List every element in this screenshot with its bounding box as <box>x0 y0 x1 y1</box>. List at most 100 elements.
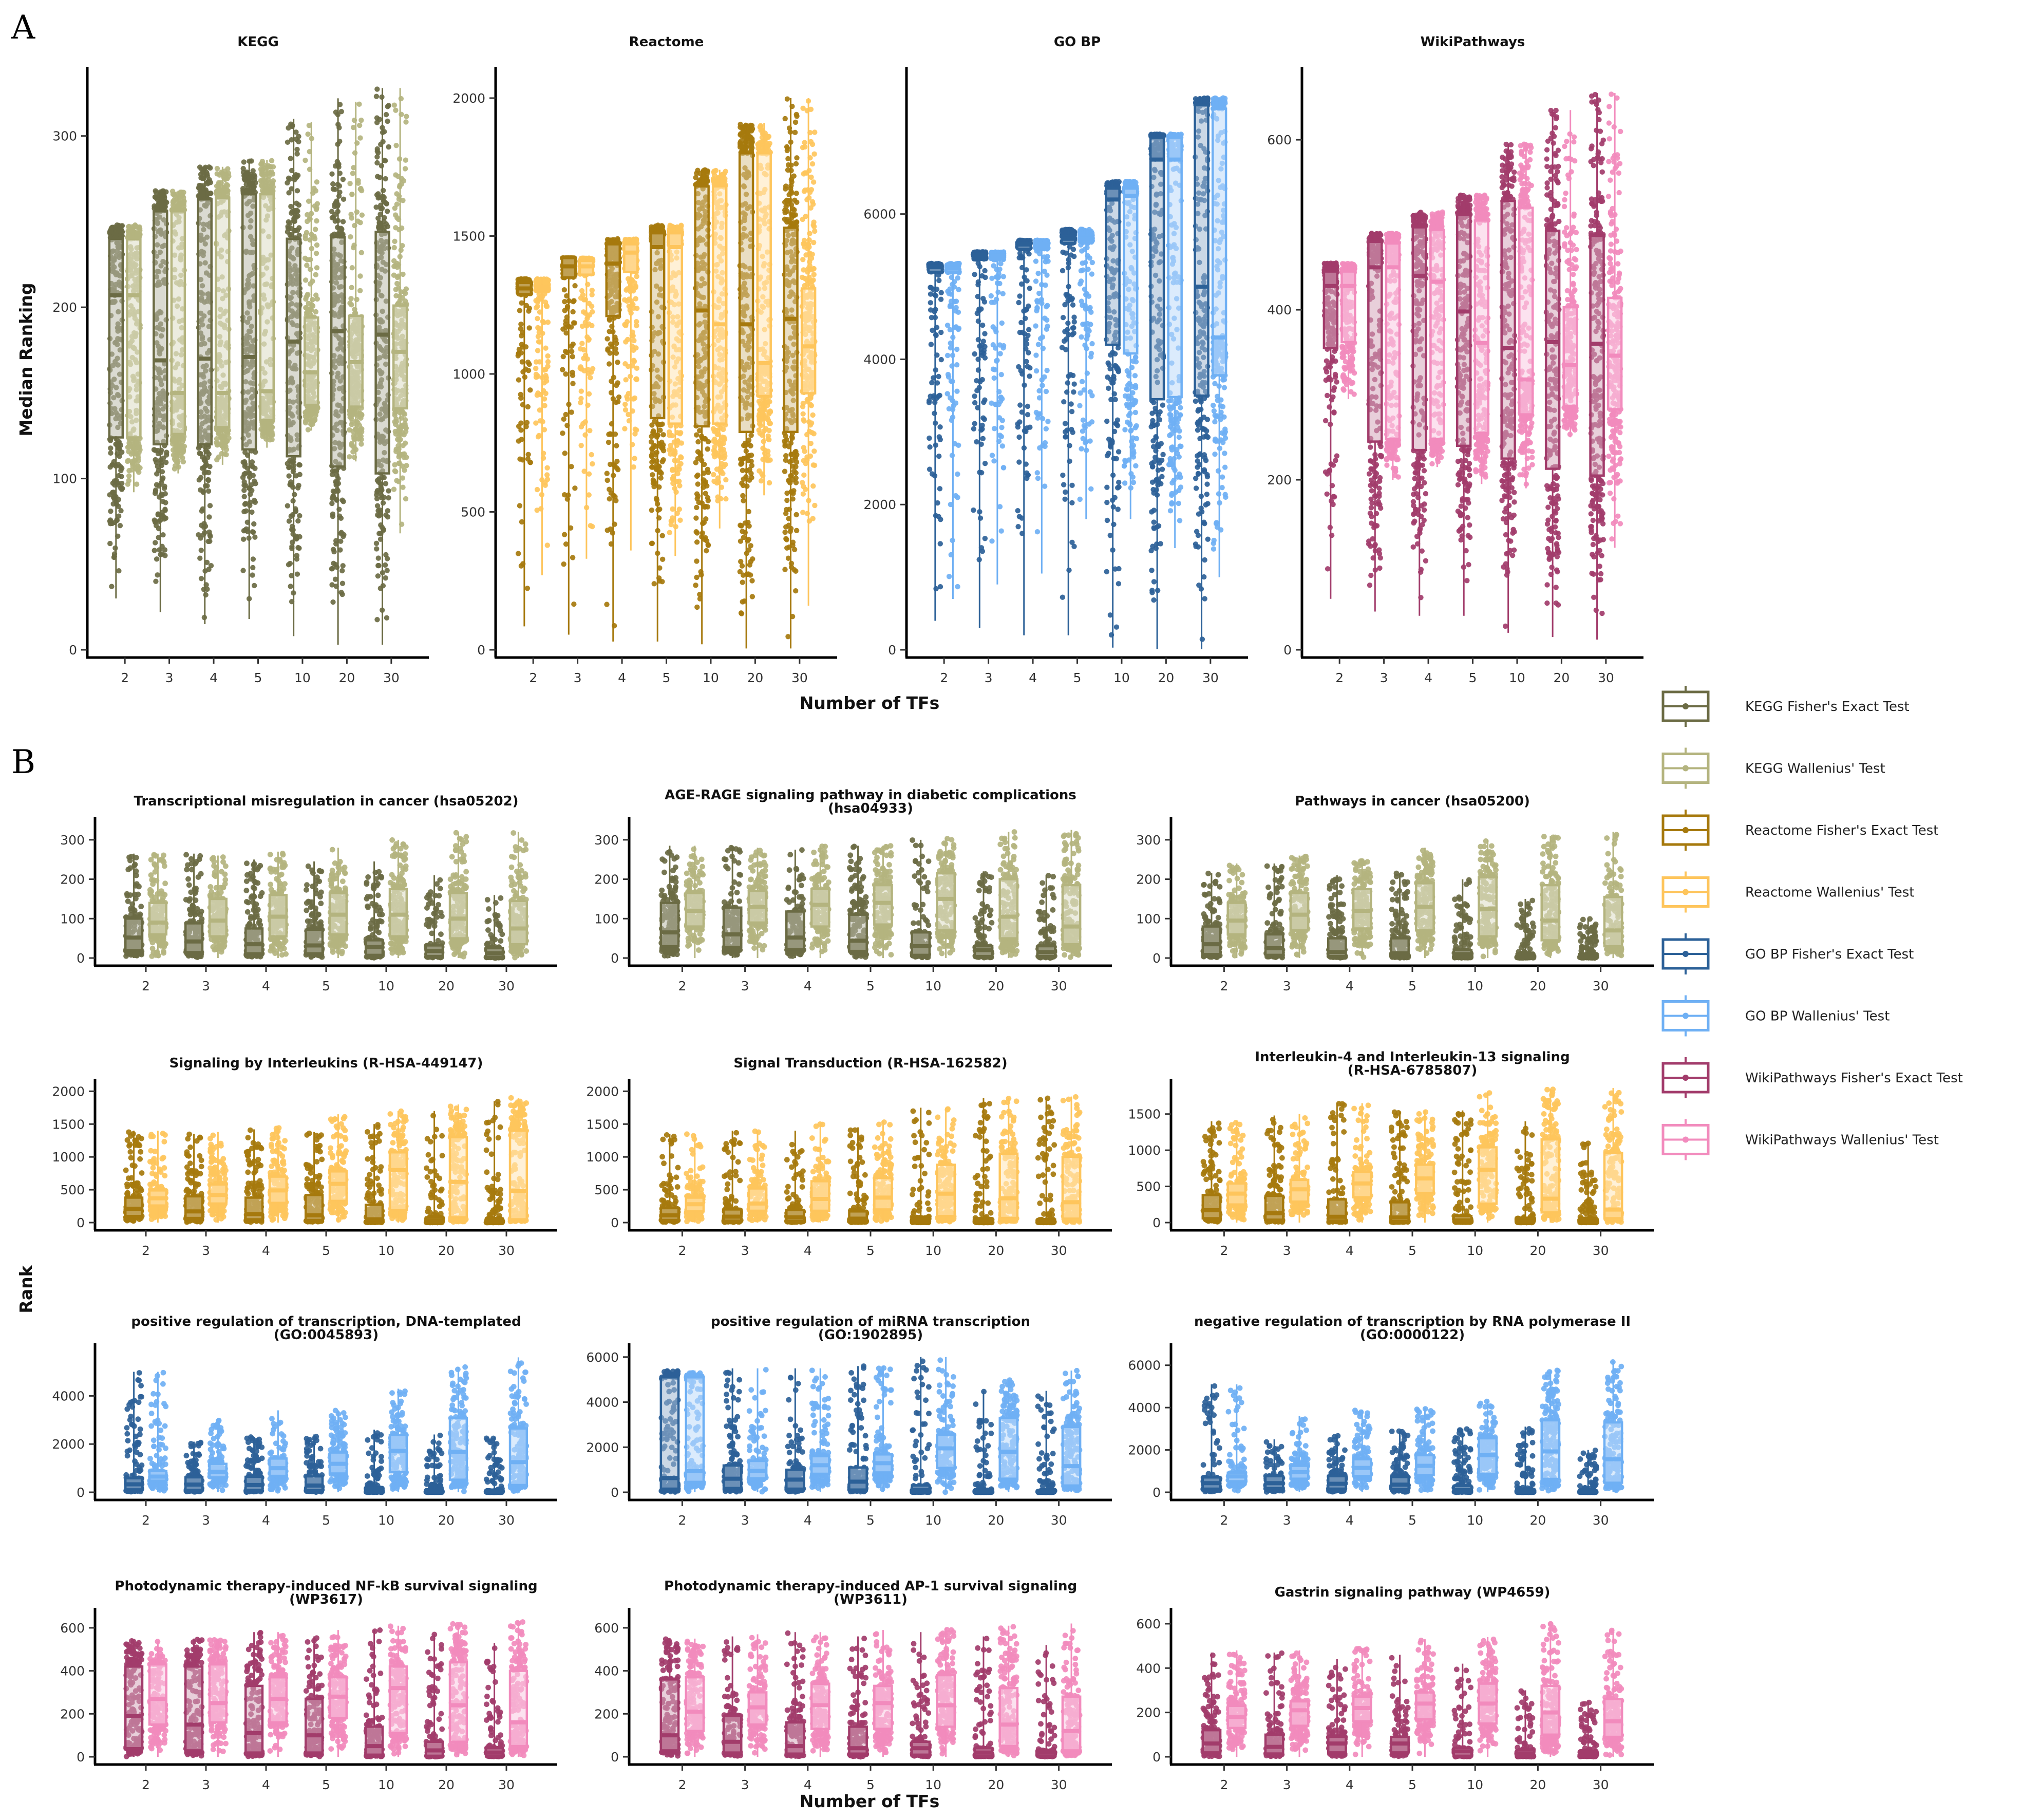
data-point <box>354 296 360 303</box>
data-point <box>287 560 293 567</box>
data-point <box>373 93 380 99</box>
data-point <box>349 265 355 271</box>
data-point <box>125 444 131 451</box>
data-point <box>294 151 300 157</box>
data-point <box>606 361 612 367</box>
data-point <box>606 431 612 437</box>
y-tick-label: 500 <box>461 504 485 519</box>
data-point <box>569 409 574 415</box>
data-point <box>126 448 131 455</box>
x-tick-label: 10 <box>703 670 719 685</box>
data-point <box>694 539 700 545</box>
data-point <box>286 125 291 131</box>
data-point <box>356 422 363 428</box>
data-point <box>265 171 271 177</box>
data-point <box>694 574 700 580</box>
data-point <box>297 534 303 540</box>
data-point <box>394 478 400 483</box>
chart-marks <box>515 96 818 649</box>
data-point <box>386 488 391 494</box>
data-point <box>572 283 578 289</box>
data-point <box>198 183 204 190</box>
box <box>605 243 621 317</box>
data-point <box>604 336 610 342</box>
data-point <box>338 538 344 544</box>
data-point <box>203 592 209 598</box>
data-point <box>119 449 125 455</box>
data-point <box>354 427 360 433</box>
data-point <box>329 582 335 588</box>
data-point <box>386 144 391 150</box>
data-point <box>297 462 303 468</box>
data-point <box>250 529 255 535</box>
data-point <box>696 499 702 505</box>
x-tick-label: 3 <box>165 670 174 685</box>
data-point <box>243 508 249 514</box>
box <box>197 198 213 446</box>
data-point <box>649 453 654 458</box>
data-point <box>135 467 141 473</box>
x-tick-label: 20 <box>747 670 763 685</box>
data-point <box>312 227 318 232</box>
data-point <box>374 478 381 483</box>
data-point <box>606 439 612 445</box>
data-point <box>740 467 746 474</box>
data-point <box>332 576 338 582</box>
data-point <box>204 483 210 489</box>
data-point <box>116 228 121 234</box>
data-point <box>155 511 161 517</box>
data-point <box>398 96 404 102</box>
data-point <box>747 477 752 483</box>
data-point <box>252 499 258 505</box>
data-point <box>201 464 207 471</box>
data-point <box>107 464 113 470</box>
data-point <box>562 451 568 456</box>
data-point <box>739 144 745 150</box>
data-point <box>515 277 521 283</box>
data-point <box>526 308 532 314</box>
data-point <box>118 508 124 514</box>
data-point <box>604 602 610 607</box>
data-point <box>314 179 319 185</box>
data-point <box>108 445 114 451</box>
data-point <box>107 492 112 498</box>
data-point <box>180 192 185 198</box>
data-point <box>306 198 312 204</box>
data-point <box>224 438 230 444</box>
data-point <box>116 568 122 574</box>
y-tick-label: 300 <box>52 129 77 144</box>
box <box>126 237 142 439</box>
data-point <box>651 581 657 587</box>
x-tick-label: 5 <box>663 670 671 685</box>
data-point <box>359 212 365 218</box>
data-point <box>152 517 157 523</box>
data-point <box>295 518 301 524</box>
data-point <box>340 563 346 569</box>
data-point <box>119 485 125 492</box>
y-tick-label: 0 <box>477 643 485 658</box>
data-point <box>524 586 531 591</box>
data-point <box>650 428 656 434</box>
data-point <box>607 317 613 323</box>
data-point <box>305 132 311 137</box>
data-point <box>241 471 247 477</box>
data-point <box>560 353 566 360</box>
data-point <box>391 245 397 251</box>
data-point <box>394 280 400 287</box>
data-point <box>348 234 353 240</box>
data-point <box>304 409 310 415</box>
data-point <box>398 247 404 253</box>
data-point <box>201 587 207 592</box>
data-point <box>204 449 210 455</box>
data-point <box>563 541 569 547</box>
data-point <box>329 472 335 477</box>
y-tick-label: 2000 <box>452 91 485 106</box>
data-point <box>403 119 409 125</box>
data-point <box>332 203 337 210</box>
x-tick-label: 30 <box>791 670 808 685</box>
data-point <box>382 562 388 568</box>
data-point <box>152 194 158 200</box>
data-point <box>385 118 390 124</box>
data-point <box>614 443 619 448</box>
data-point <box>313 188 318 194</box>
